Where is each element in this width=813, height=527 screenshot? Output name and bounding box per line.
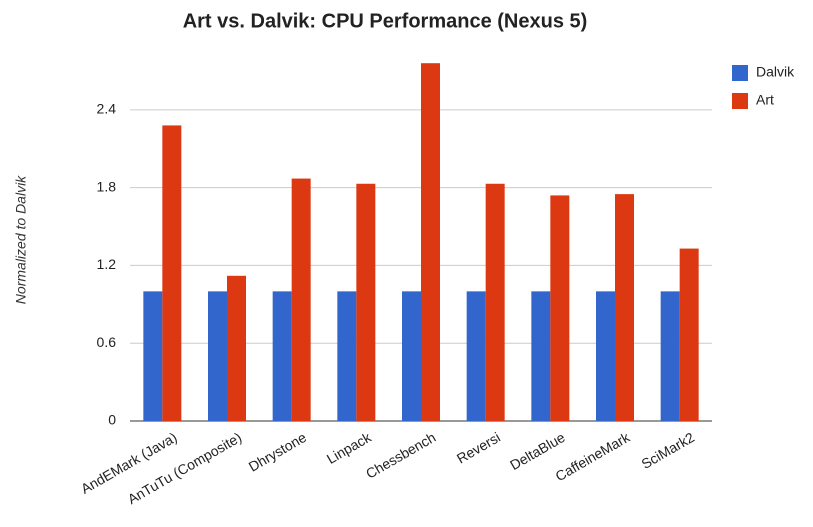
chart-title: Art vs. Dalvik: CPU Performance (Nexus 5… (183, 10, 588, 32)
bar (227, 275, 246, 421)
bar (485, 183, 505, 421)
x-tick-label: Linpack (324, 428, 375, 466)
bar (550, 195, 570, 421)
bar (421, 63, 440, 421)
bar (660, 291, 680, 421)
bar (356, 183, 376, 421)
legend-swatch (732, 65, 748, 81)
y-tick-label: 1.8 (97, 178, 117, 194)
bar (162, 125, 182, 422)
bar (466, 291, 486, 421)
bar (272, 291, 292, 421)
y-axis-label: Normalized to Dalvik (13, 175, 29, 304)
legend-swatch (732, 93, 748, 109)
bar (291, 178, 311, 421)
legend-label: Dalvik (756, 64, 795, 80)
x-tick-label: AnTuTu (Composite) (125, 429, 245, 507)
bar (596, 291, 615, 421)
y-tick-label: 0.6 (97, 334, 117, 350)
x-tick-label: Chessbench (363, 429, 438, 482)
x-tick-label: Dhrystone (246, 429, 309, 475)
bar (143, 291, 163, 421)
y-tick-label: 1.2 (97, 256, 117, 272)
x-tick-label: Reversi (454, 429, 503, 467)
x-tick-label: SciMark2 (638, 429, 697, 472)
x-tick-label: CaffeineMark (552, 428, 633, 484)
y-tick-label: 0 (108, 412, 116, 428)
bar (615, 194, 634, 421)
bar (337, 291, 357, 421)
bar (402, 291, 421, 421)
y-tick-label: 2.4 (97, 101, 117, 117)
bar (531, 291, 551, 421)
legend-label: Art (756, 92, 774, 108)
bar (679, 248, 699, 421)
bar (208, 291, 227, 421)
